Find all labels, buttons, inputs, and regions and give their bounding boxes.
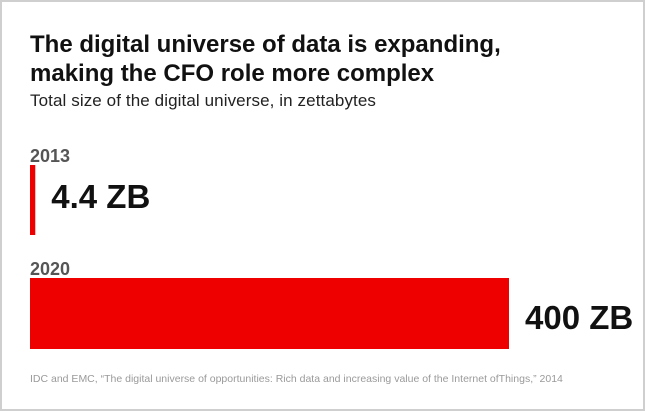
bar-2013: [30, 165, 36, 235]
data-label-2013: 4.4 ZB: [51, 178, 150, 215]
chart-subtitle: Total size of the digital universe, in z…: [30, 91, 377, 110]
source-note: IDC and EMC, “The digital universe of op…: [30, 373, 563, 385]
bar-2020: [30, 278, 509, 349]
chart-title-line-1: The digital universe of data is expandin…: [30, 31, 501, 58]
chart-title: The digital universe of data is expandin…: [30, 30, 620, 88]
category-label-2013: 2013: [30, 146, 70, 166]
category-label-2020: 2020: [30, 259, 70, 279]
data-label-2020: 400 ZB: [525, 299, 633, 336]
chart-title-line-2: making the CFO role more complex: [30, 60, 435, 87]
